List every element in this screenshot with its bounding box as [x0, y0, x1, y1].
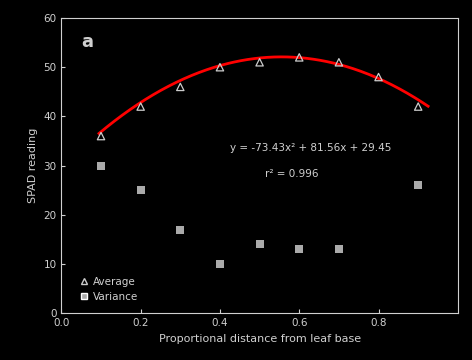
Point	[216, 64, 224, 70]
Legend: Average, Variance: Average, Variance	[78, 277, 138, 302]
Y-axis label: SPAD reading: SPAD reading	[28, 128, 38, 203]
Point	[216, 261, 224, 267]
Text: r² = 0.996: r² = 0.996	[265, 170, 318, 179]
Point	[335, 59, 343, 65]
Point	[414, 104, 422, 109]
Point	[414, 183, 422, 188]
Point	[295, 54, 303, 60]
Point	[256, 242, 263, 247]
X-axis label: Proportional distance from leaf base: Proportional distance from leaf base	[159, 334, 361, 343]
Point	[97, 133, 105, 139]
Point	[177, 84, 184, 90]
Point	[137, 104, 144, 109]
Point	[177, 227, 184, 233]
Point	[137, 187, 144, 193]
Text: y = -73.43x² + 81.56x + 29.45: y = -73.43x² + 81.56x + 29.45	[230, 143, 392, 153]
Text: a: a	[81, 33, 93, 51]
Point	[256, 59, 263, 65]
Point	[97, 163, 105, 168]
Point	[295, 246, 303, 252]
Point	[335, 246, 343, 252]
Point	[375, 74, 382, 80]
